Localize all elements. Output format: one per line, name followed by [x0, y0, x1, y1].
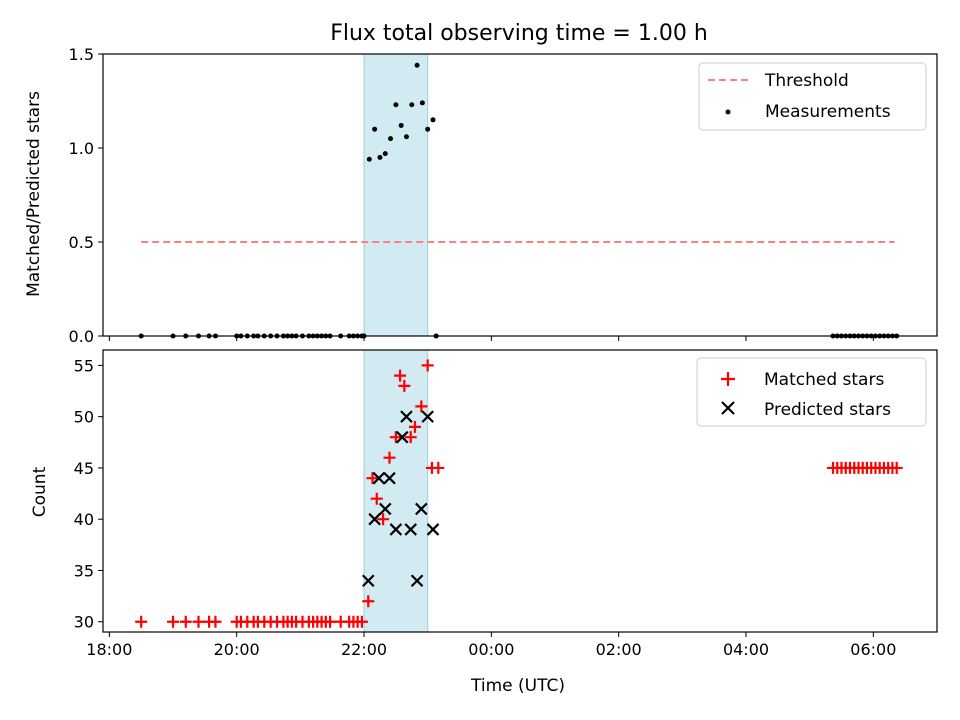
predicted-star-point [421, 410, 434, 423]
matched-star-point [135, 615, 148, 628]
matched-star-point [394, 369, 407, 382]
measurement-point [409, 102, 415, 108]
matched-star-point [366, 472, 379, 485]
y-tick-label: 0.5 [69, 233, 94, 252]
predicted-star-point [378, 502, 392, 516]
y-tick-label: 30 [74, 613, 94, 632]
x-tick-label: 18:00 [86, 640, 132, 659]
bottom-xlabel: Time (UTC) [470, 676, 565, 696]
matched-star-point [890, 461, 903, 474]
matched-star-point [377, 513, 390, 526]
y-tick-label: 45 [74, 459, 94, 478]
measurement-point [372, 126, 378, 132]
measurement-point [414, 62, 420, 68]
matched-star-point [355, 615, 368, 628]
predicted-star-point [426, 523, 440, 536]
legend-matched-swatch [721, 372, 735, 386]
y-tick-label: 35 [74, 561, 94, 580]
chart-title: Flux total observing time = 1.00 h [330, 21, 708, 46]
measurement-point [377, 154, 383, 160]
matched-star-point [192, 615, 205, 628]
matched-star-point [370, 492, 383, 505]
measurement-point [366, 156, 372, 162]
legend-matched-label: Matched stars [764, 370, 884, 390]
measurement-point [403, 134, 409, 140]
bottom-ylabel: Count [30, 466, 50, 517]
top-panel: 0.0 0.5 1.0 1.5 [69, 45, 938, 346]
bottom-legend: Matched stars Predicted stars [696, 357, 927, 427]
highlight-span [363, 53, 429, 337]
matched-star-point [404, 431, 417, 444]
matched-star-point [389, 431, 402, 444]
matched-star-point [167, 615, 180, 628]
y-tick-label: 1.5 [69, 45, 94, 64]
top-ylabel: Matched/Predicted stars [24, 91, 44, 297]
top-legend-frame [698, 62, 927, 131]
predicted-star-point [361, 574, 375, 588]
y-tick-label: 55 [74, 356, 94, 375]
predicted-star-point [410, 574, 424, 588]
predicted-star-point [389, 523, 403, 536]
measurement-point [393, 102, 399, 108]
y-tick-label: 1.0 [69, 139, 94, 158]
predicted-star-point [372, 471, 386, 485]
predicted-star-point [400, 410, 413, 423]
measurement-point [382, 151, 388, 157]
x-tick-label: 22:00 [341, 640, 387, 659]
matched-star-point [362, 595, 375, 608]
legend-measurements-label: Measurements [765, 102, 891, 122]
x-tick-label: 06:00 [850, 640, 896, 659]
predicted-star-point [368, 512, 381, 526]
measurement-point [425, 126, 431, 132]
matched-star-point [398, 379, 411, 392]
matched-star-point [179, 615, 192, 628]
matched-star-point [421, 359, 434, 372]
measurement-point [388, 136, 394, 142]
matched-star-point [209, 615, 222, 628]
legend-predicted-label: Predicted stars [764, 400, 891, 420]
x-tick-label: 20:00 [214, 640, 260, 659]
highlight-span [363, 349, 429, 633]
matched-star-point [383, 451, 396, 464]
bottom-panel: 30 35 40 45 50 55 18:00 20:00 22:00 00:00 02:00 04:… [74, 349, 938, 659]
matched-star-point [408, 420, 421, 433]
measurement-point [419, 100, 425, 106]
bottom-legend-frame [696, 357, 927, 427]
matched-star-point [432, 461, 445, 474]
matched-star-point [324, 615, 337, 628]
predicted-star-point [415, 502, 428, 516]
top-legend: Threshold Measurements [698, 62, 927, 131]
y-tick-label: 50 [74, 408, 94, 427]
y-tick-label: 0.0 [69, 327, 94, 346]
matched-star-point [415, 400, 428, 413]
x-tick-label: 02:00 [596, 640, 642, 659]
predicted-star-point [383, 471, 396, 485]
predicted-star-point [395, 430, 409, 444]
x-tick-label: 00:00 [468, 640, 514, 659]
axes-frame [102, 53, 938, 337]
x-tick-label: 04:00 [723, 640, 769, 659]
legend-measurements-swatch [725, 109, 731, 115]
measurement-point [398, 122, 404, 128]
legend-predicted-swatch [721, 401, 735, 415]
measurement-point [430, 117, 436, 123]
axes-frame [102, 349, 938, 633]
predicted-star-point [404, 523, 417, 536]
y-tick-label: 40 [74, 510, 94, 529]
legend-threshold-label: Threshold [764, 71, 849, 91]
